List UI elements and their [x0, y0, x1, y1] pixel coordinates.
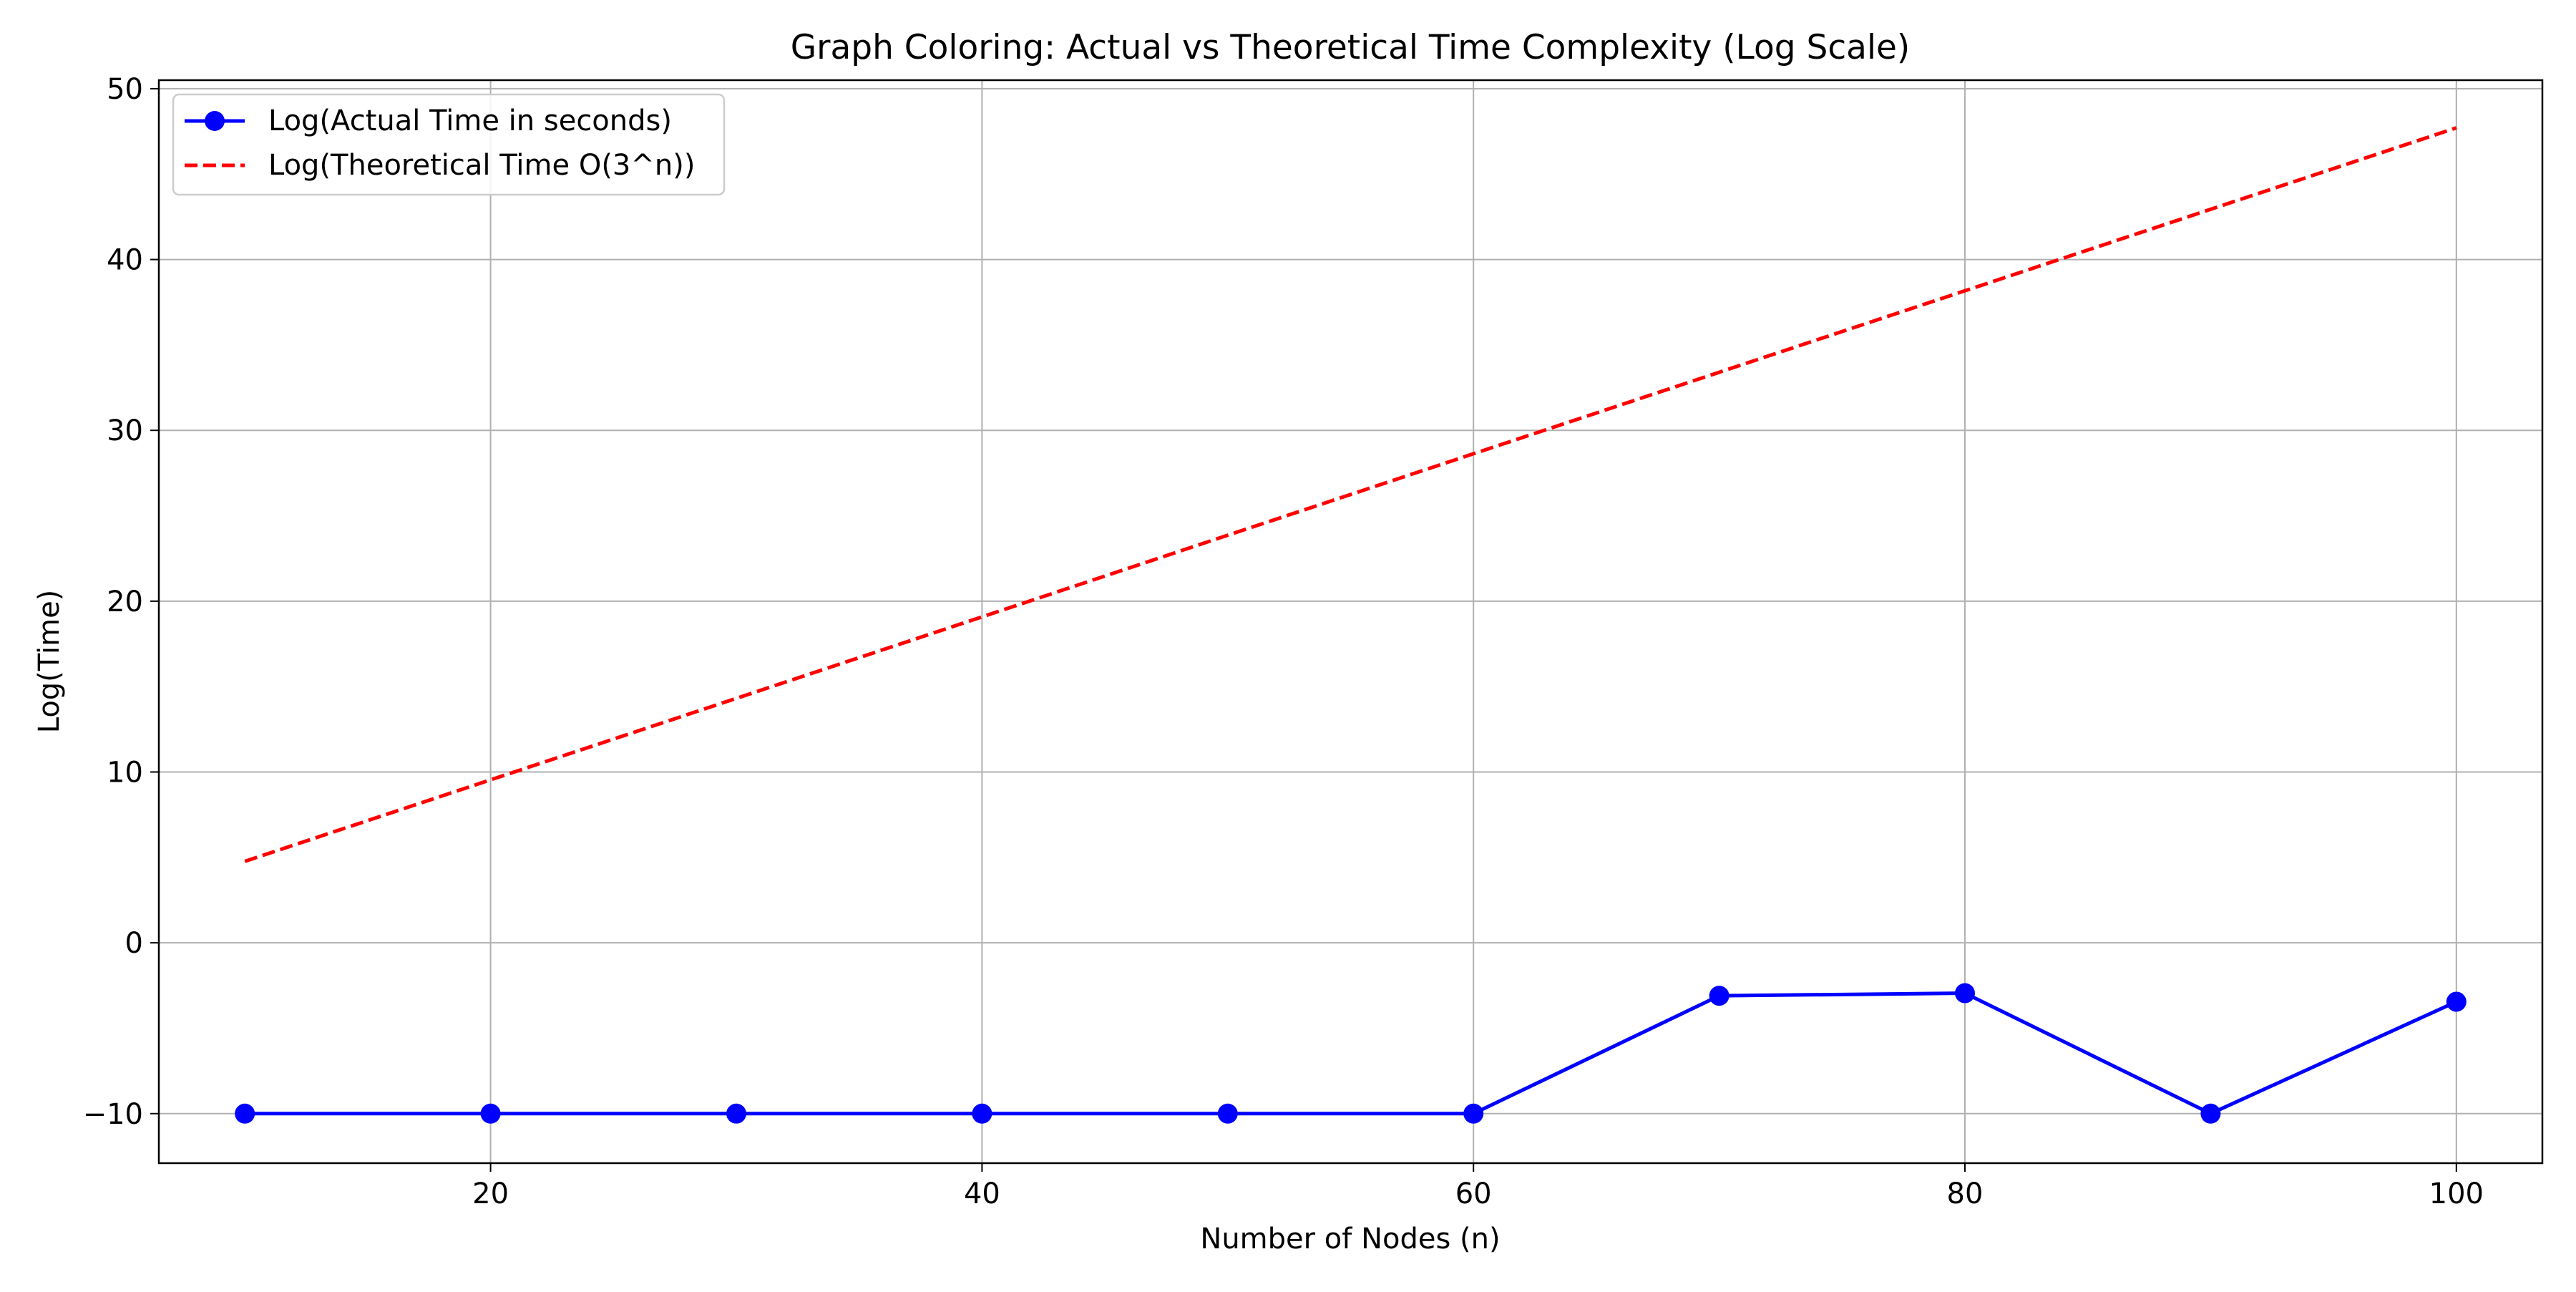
y-axis-label: Log(Time) — [33, 590, 66, 734]
data-point — [2446, 991, 2467, 1012]
data-point — [235, 1103, 255, 1124]
x-axis-label: Number of Nodes (n) — [1200, 1223, 1500, 1255]
data-point — [1709, 986, 1729, 1006]
y-tick-label: −10 — [83, 1098, 143, 1131]
series-line-1 — [244, 126, 2457, 863]
legend-marker-actual — [205, 111, 225, 131]
x-tick-label: 40 — [964, 1177, 1000, 1210]
y-tick-label: 40 — [107, 244, 143, 277]
data-point — [480, 1103, 501, 1124]
plot-frame — [157, 79, 2544, 1165]
y-tick-label: 0 — [125, 927, 143, 960]
legend-entry-actual: Log(Actual Time in seconds) — [185, 105, 672, 137]
x-tick-label: 100 — [2429, 1177, 2484, 1210]
x-tick-label: 20 — [472, 1177, 509, 1210]
axis-ticks: 20 40 60 80 100 −10 0 10 20 30 40 50 — [83, 73, 2484, 1210]
data-point — [972, 1103, 992, 1124]
legend: Log(Actual Time in seconds) Log(Theoreti… — [172, 93, 726, 196]
data-point — [1463, 1103, 1484, 1124]
chart-title: Graph Coloring: Actual vs Theoretical Ti… — [791, 28, 1911, 67]
y-tick-label: 10 — [107, 757, 143, 790]
legend-entry-theoretical: Log(Theoretical Time O(3^n)) — [185, 149, 695, 182]
series-layer — [235, 126, 2467, 1124]
legend-label-theoretical: Log(Theoretical Time O(3^n)) — [268, 149, 695, 182]
data-point — [726, 1103, 746, 1124]
grid-lines — [159, 80, 2542, 1163]
series-line-0 — [245, 991, 2457, 1116]
data-point — [2200, 1103, 2221, 1124]
y-tick-label: 30 — [107, 414, 143, 447]
y-tick-label: 20 — [107, 586, 143, 618]
data-point — [1217, 1103, 1238, 1124]
legend-box — [172, 93, 726, 196]
x-tick-label: 80 — [1947, 1177, 1984, 1210]
data-point — [1955, 983, 1976, 1004]
x-tick-label: 60 — [1455, 1177, 1492, 1210]
y-tick-label: 50 — [107, 73, 143, 106]
legend-label-actual: Log(Actual Time in seconds) — [268, 105, 672, 137]
